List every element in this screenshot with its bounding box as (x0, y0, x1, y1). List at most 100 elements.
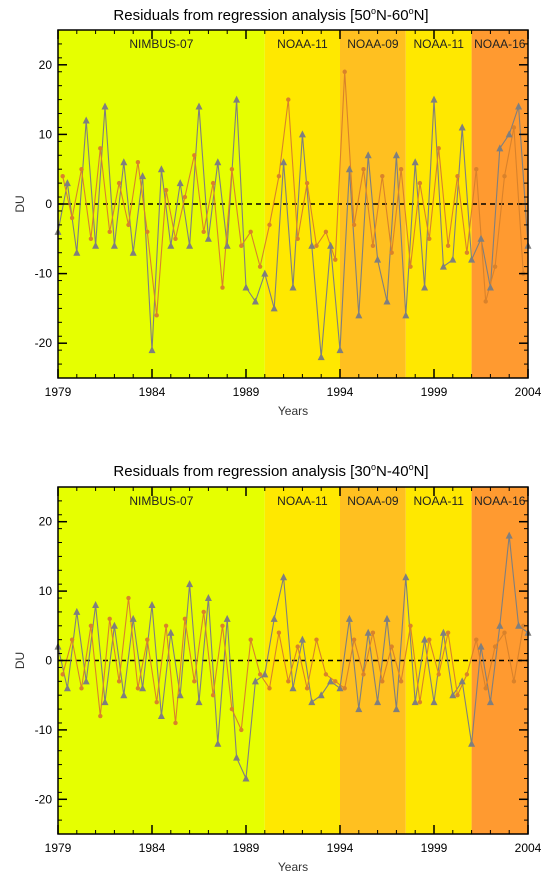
data-point (98, 713, 103, 719)
data-point (486, 283, 494, 291)
data-point (276, 173, 282, 179)
data-point (63, 179, 71, 187)
data-point (364, 151, 372, 159)
data-point (421, 635, 429, 643)
series-line (62, 71, 524, 316)
data-point (116, 679, 122, 684)
data-point (116, 180, 122, 186)
instrument-label: NOAA-11 (277, 494, 328, 508)
data-point (295, 236, 300, 241)
data-point (427, 637, 432, 642)
data-point (163, 187, 169, 193)
instrument-label: NOAA-11 (413, 37, 464, 51)
data-point (468, 255, 476, 263)
data-point (110, 241, 118, 249)
y-tick-label: 10 (39, 127, 53, 141)
data-point (439, 262, 447, 270)
data-point (342, 69, 347, 74)
chart-svg: NIMBUS-07 NOAA-11 NOAA-09 NOAA-11 NOAA-16 -20… (13, 29, 542, 418)
data-point (92, 600, 100, 608)
data-point (392, 705, 400, 713)
data-point (427, 236, 432, 241)
data-point (242, 283, 250, 291)
data-point (468, 739, 476, 747)
data-point (380, 173, 385, 179)
data-point (248, 637, 253, 642)
data-point (257, 264, 263, 269)
y-tick-label: 20 (39, 58, 53, 72)
data-point (201, 229, 206, 235)
data-point (474, 637, 479, 642)
data-point (458, 123, 466, 131)
data-point (186, 241, 194, 249)
data-point (145, 637, 150, 642)
data-point (351, 222, 357, 228)
data-point (389, 644, 394, 649)
data-point (411, 698, 419, 706)
x-tick-label: 1984 (139, 841, 166, 855)
x-tick-label: 2004 (515, 385, 542, 399)
data-point (298, 635, 306, 643)
data-point (408, 623, 413, 628)
data-point (402, 573, 410, 581)
data-point (229, 706, 235, 712)
data-point (204, 234, 212, 242)
data-point (257, 672, 263, 677)
x-tick-label: 1979 (45, 385, 72, 399)
instrument-label: NIMBUS-07 (129, 37, 193, 51)
chart-svg: NIMBUS-07 NOAA-11 NOAA-09 NOAA-11 NOAA-16 -20… (13, 486, 542, 874)
data-point (154, 699, 159, 705)
data-point (515, 621, 523, 629)
data-point (483, 686, 488, 691)
data-point (402, 311, 410, 319)
x-tick-label: 1994 (327, 841, 354, 855)
data-point (248, 229, 253, 235)
data-point (229, 167, 235, 172)
data-point (308, 241, 316, 249)
data-point (135, 160, 141, 165)
data-point (398, 679, 404, 684)
data-point (148, 346, 156, 354)
data-point (304, 686, 310, 691)
data-point (383, 614, 391, 622)
data-point (69, 637, 75, 642)
data-point (502, 173, 507, 179)
data-point (126, 222, 131, 228)
x-tick-label: 1989 (233, 385, 260, 399)
data-point (73, 607, 81, 615)
y-tick-label: 10 (39, 584, 53, 598)
data-point (79, 686, 84, 691)
data-point (474, 167, 479, 172)
data-point (186, 580, 194, 588)
data-point (436, 146, 441, 151)
data-point (261, 670, 269, 678)
chart-panel-bottom: Residuals from regression analysis [30oN… (0, 456, 542, 876)
data-point (239, 727, 244, 733)
chart-title: Residuals from regression analysis [30oN… (113, 462, 429, 480)
data-point (383, 297, 391, 305)
x-tick-label: 1994 (327, 385, 354, 399)
data-point (63, 684, 71, 692)
data-point (176, 179, 184, 187)
instrument-label: NOAA-11 (413, 494, 464, 508)
data-point (223, 614, 231, 622)
data-point (458, 677, 466, 685)
data-point (98, 146, 103, 151)
data-point (408, 264, 413, 269)
data-point (464, 672, 470, 677)
data-point (323, 229, 329, 235)
data-point (477, 642, 485, 650)
y-tick-label: 0 (45, 197, 52, 211)
data-point (223, 241, 231, 249)
data-point (398, 167, 404, 172)
data-point (267, 686, 272, 691)
data-point (120, 158, 128, 166)
data-point (317, 353, 325, 361)
data-point (308, 698, 316, 706)
instrument-label: NOAA-11 (277, 37, 328, 51)
data-point (445, 630, 451, 635)
data-point (135, 686, 141, 691)
data-point (139, 684, 147, 692)
data-point (449, 255, 457, 263)
data-point (129, 614, 137, 622)
